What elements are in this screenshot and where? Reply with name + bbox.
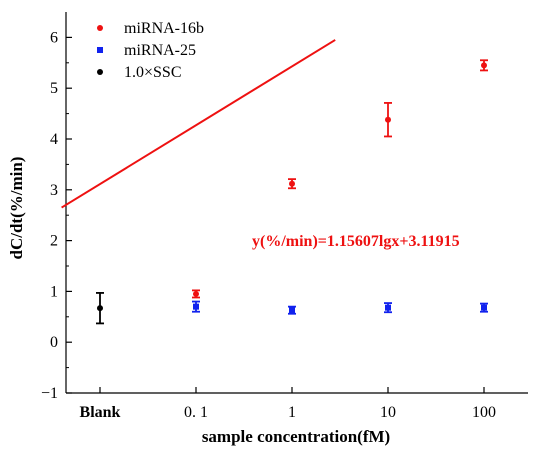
- x-tick-label: 10: [380, 404, 396, 421]
- data-point: [480, 302, 488, 313]
- y-tick-label: 0: [50, 334, 58, 351]
- legend-marker: [97, 69, 103, 75]
- data-point: [288, 178, 296, 190]
- series-mirna-16b: [192, 59, 488, 299]
- x-tick-label: 0. 1: [184, 404, 208, 421]
- data-point: [192, 289, 200, 299]
- legend-item: miRNA-25: [97, 42, 196, 59]
- legend-marker: [97, 25, 103, 31]
- data-point: [384, 102, 392, 138]
- legend-marker: [97, 47, 103, 53]
- series-1-0-ssc: [96, 292, 104, 325]
- y-tick-label: 3: [50, 182, 58, 199]
- y-tick-label: 1: [50, 283, 58, 300]
- point-marker: [193, 303, 199, 310]
- point-marker: [481, 62, 487, 69]
- x-tick-label: 1: [288, 404, 296, 421]
- point-marker: [385, 304, 391, 311]
- fit-line: [61, 39, 336, 209]
- legend-item: miRNA-16b: [97, 20, 204, 37]
- y-axis-title: dC/dt(%/min): [7, 157, 26, 260]
- legend-label: 1.0×SSC: [124, 64, 182, 81]
- y-tick-label: 6: [50, 29, 58, 46]
- x-axis-title: sample concentration(fM): [202, 427, 390, 446]
- fit-layer: [61, 39, 336, 209]
- marks-layer: [96, 59, 488, 325]
- x-tick-label: 100: [472, 404, 496, 421]
- point-marker: [289, 307, 295, 314]
- y-tick-label: −1: [41, 385, 58, 402]
- point-marker: [193, 290, 199, 297]
- axes-layer: −1 0 1 2 3 4 5 6 Blank 0. 1 1 10 100: [41, 12, 528, 421]
- x-tick-label: Blank: [80, 404, 121, 421]
- data-point: [96, 292, 104, 325]
- point-marker: [289, 180, 295, 187]
- data-point: [480, 59, 488, 72]
- legend-label: miRNA-25: [124, 42, 196, 59]
- data-point: [384, 302, 392, 314]
- series-mirna-25: [192, 300, 488, 315]
- y-tick-label: 4: [50, 131, 58, 148]
- legend-item: 1.0×SSC: [97, 64, 182, 81]
- data-point: [192, 300, 200, 313]
- point-marker: [97, 305, 103, 312]
- fit-equation: y(%/min)=1.15607lgx+3.11915: [252, 233, 460, 250]
- y-tick-label: 5: [50, 80, 58, 97]
- y-tick-label: 2: [50, 233, 58, 250]
- legend-label: miRNA-16b: [124, 20, 204, 37]
- legend: miRNA-16b miRNA-25 1.0×SSC: [97, 20, 204, 81]
- point-marker: [481, 304, 487, 311]
- point-marker: [385, 116, 391, 123]
- data-point: [288, 305, 296, 315]
